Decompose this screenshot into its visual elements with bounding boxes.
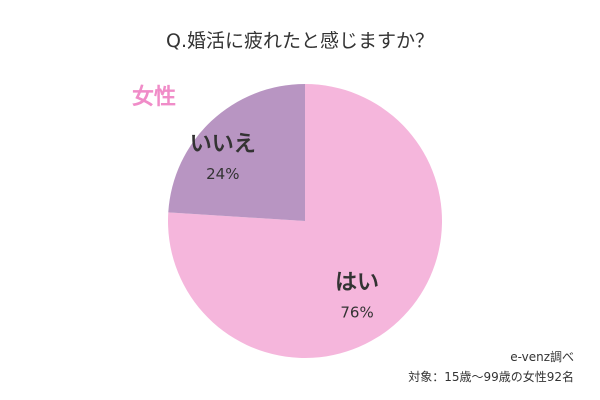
- slice-label-iie: いいえ: [190, 132, 256, 157]
- pie-slice-iie: [168, 84, 305, 221]
- chart-title: Q.婚活に疲れたと感じますか？: [166, 30, 434, 52]
- group-label: 女性: [132, 85, 177, 110]
- source-credit: e-venz調べ: [510, 350, 574, 364]
- slice-label-hai: はい: [335, 271, 379, 296]
- slice-value-iie: 24%: [206, 165, 239, 183]
- slice-value-hai: 76%: [340, 304, 373, 322]
- survey-note: 対象：15歳～99歳の女性92名: [408, 370, 574, 384]
